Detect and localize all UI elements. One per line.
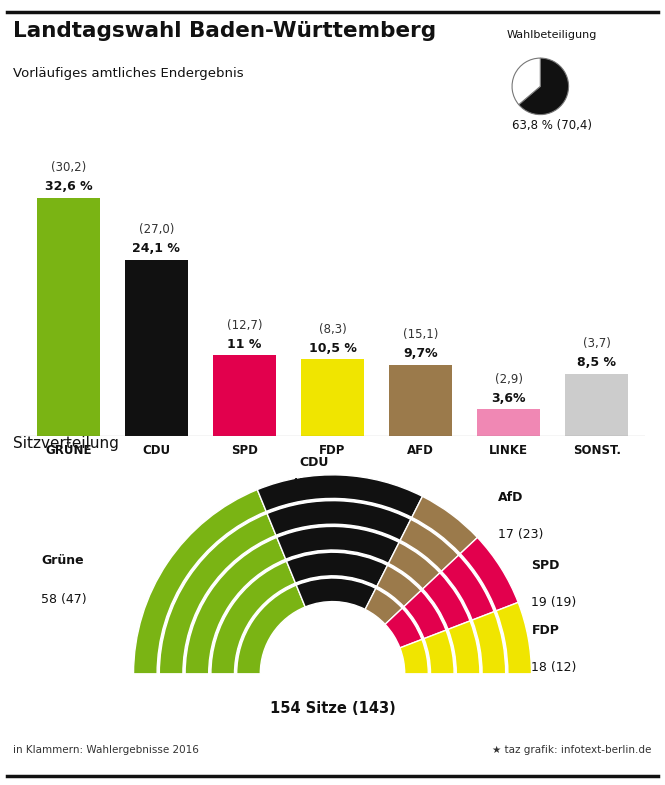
Text: 3,6%: 3,6% xyxy=(491,392,526,405)
Wedge shape xyxy=(412,496,477,553)
Text: 18 (12): 18 (12) xyxy=(531,661,577,674)
Text: (12,7): (12,7) xyxy=(227,319,262,332)
Wedge shape xyxy=(365,589,402,624)
Text: 58 (47): 58 (47) xyxy=(41,593,87,606)
Text: in Klammern: Wahlergebnisse 2016: in Klammern: Wahlergebnisse 2016 xyxy=(13,745,200,754)
Wedge shape xyxy=(185,538,286,674)
Wedge shape xyxy=(160,513,276,674)
Text: SPD: SPD xyxy=(531,560,560,572)
Text: Wahlbeteiligung: Wahlbeteiligung xyxy=(507,31,597,40)
Text: SPD: SPD xyxy=(231,444,258,458)
Text: SONST.: SONST. xyxy=(573,444,620,458)
Text: AfD: AfD xyxy=(498,491,523,504)
Text: GRÜNE: GRÜNE xyxy=(45,444,92,458)
Wedge shape xyxy=(448,621,480,674)
Wedge shape xyxy=(377,565,421,607)
Wedge shape xyxy=(400,520,459,571)
Text: 17 (23): 17 (23) xyxy=(498,528,544,542)
Bar xyxy=(389,365,452,436)
Text: (30,2): (30,2) xyxy=(51,161,86,174)
Bar xyxy=(301,359,364,436)
Bar xyxy=(37,198,100,436)
Wedge shape xyxy=(400,640,428,674)
Wedge shape xyxy=(211,561,295,674)
Text: 10,5 %: 10,5 % xyxy=(309,341,356,355)
Text: (8,3): (8,3) xyxy=(319,323,346,336)
Wedge shape xyxy=(512,58,541,104)
Text: AFD: AFD xyxy=(407,444,434,458)
Bar xyxy=(213,356,276,436)
Text: Vorläufiges amtliches Endergebnis: Vorläufiges amtliches Endergebnis xyxy=(13,67,244,80)
Text: (27,0): (27,0) xyxy=(139,223,174,236)
Text: Landtagswahl Baden-Württemberg: Landtagswahl Baden-Württemberg xyxy=(13,21,436,41)
Wedge shape xyxy=(297,578,376,609)
Wedge shape xyxy=(257,475,422,517)
Wedge shape xyxy=(442,555,494,620)
Text: LINKE: LINKE xyxy=(489,444,528,458)
Wedge shape xyxy=(496,602,531,674)
Text: (15,1): (15,1) xyxy=(403,328,438,341)
Text: 19 (19): 19 (19) xyxy=(531,597,577,609)
Text: (3,7): (3,7) xyxy=(583,338,610,350)
Wedge shape xyxy=(519,58,569,115)
Text: ★ taz grafik: infotext-berlin.de: ★ taz grafik: infotext-berlin.de xyxy=(492,745,652,754)
Wedge shape xyxy=(460,538,518,611)
Wedge shape xyxy=(404,590,446,639)
Text: FDP: FDP xyxy=(531,624,559,637)
Text: FDP: FDP xyxy=(319,444,346,458)
Text: Grüne: Grüne xyxy=(41,554,84,567)
Wedge shape xyxy=(267,501,411,540)
Text: Sitzverteilung: Sitzverteilung xyxy=(13,436,119,451)
Text: (2,9): (2,9) xyxy=(495,373,523,386)
Wedge shape xyxy=(388,542,440,589)
Text: 9,7%: 9,7% xyxy=(403,348,438,360)
Wedge shape xyxy=(385,608,422,648)
Text: 24,1 %: 24,1 % xyxy=(132,243,180,255)
Wedge shape xyxy=(277,527,399,564)
Text: 11 %: 11 % xyxy=(227,338,261,351)
Text: CDU: CDU xyxy=(299,456,329,469)
Text: 154 Sitze (143): 154 Sitze (143) xyxy=(269,702,396,717)
Wedge shape xyxy=(134,490,266,674)
Text: 32,6 %: 32,6 % xyxy=(45,181,92,193)
Text: 8,5 %: 8,5 % xyxy=(577,356,616,369)
Wedge shape xyxy=(423,573,470,630)
Wedge shape xyxy=(472,612,505,674)
Wedge shape xyxy=(287,552,388,586)
Wedge shape xyxy=(424,630,454,674)
Wedge shape xyxy=(237,585,305,674)
Bar xyxy=(125,260,188,436)
Text: CDU: CDU xyxy=(142,444,170,458)
Bar xyxy=(477,410,540,436)
Text: 63,8 % (70,4): 63,8 % (70,4) xyxy=(512,119,592,132)
Bar xyxy=(565,374,628,436)
Text: 42 (42): 42 (42) xyxy=(291,476,336,490)
